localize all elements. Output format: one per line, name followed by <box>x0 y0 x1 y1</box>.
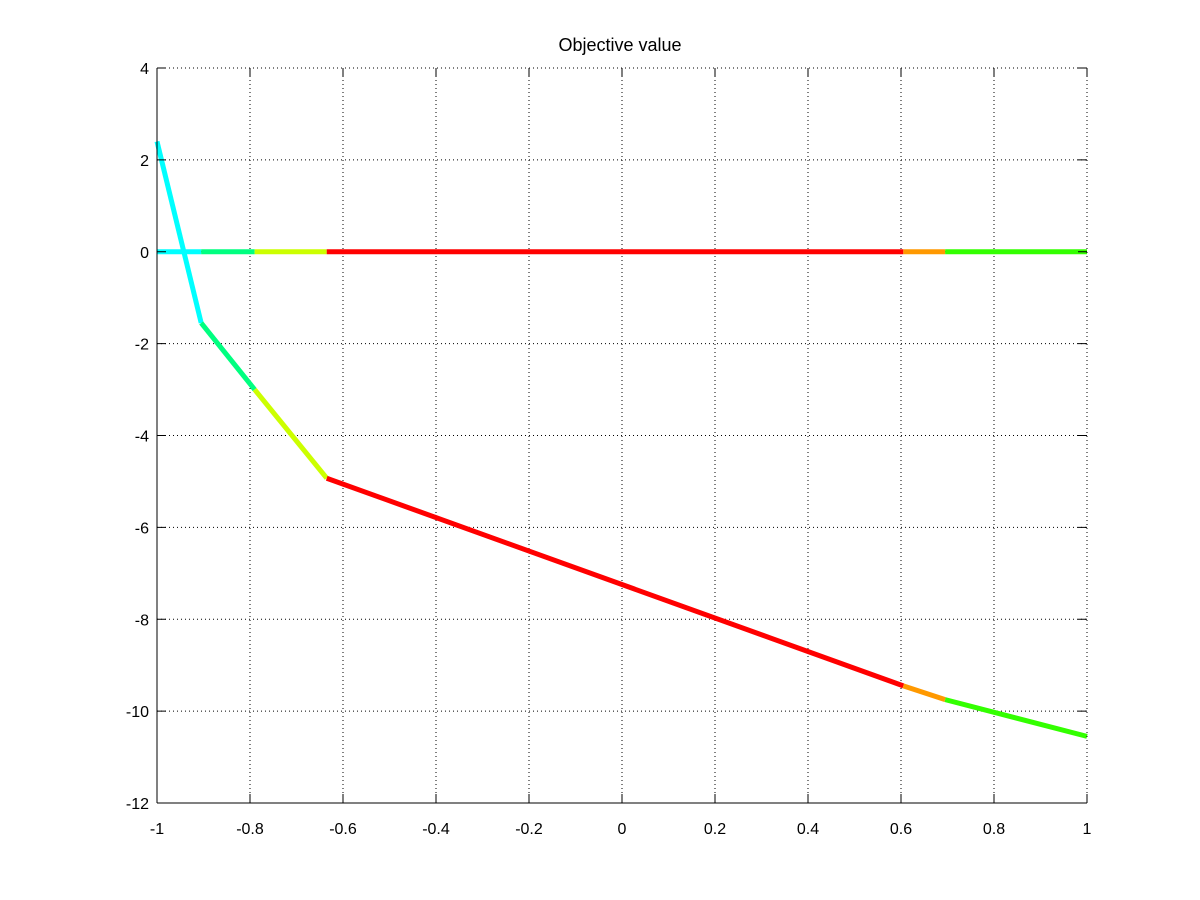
data-series <box>154 140 1088 739</box>
y-tick-label: -12 <box>126 796 149 813</box>
grid-lines <box>157 68 1087 803</box>
axis-ticks <box>156 67 1088 804</box>
series-2-segment-5 <box>902 683 946 703</box>
tick-labels: -1 -0.8 -0.6 -0.4 -0.2 0 0.2 0.4 0.6 0.8 1 -12 -10 -8… <box>126 61 1092 838</box>
series-2-segment-2 <box>199 321 257 392</box>
x-tick-label: -0.6 <box>329 821 357 838</box>
y-tick-label: 0 <box>140 245 149 262</box>
x-tick-label: 0 <box>618 821 627 838</box>
y-tick-label: -8 <box>135 612 149 629</box>
y-tick-label: -6 <box>135 520 149 537</box>
x-tick-label: -0.4 <box>422 821 450 838</box>
y-tick-label: 2 <box>140 153 149 170</box>
y-tick-label: -10 <box>126 704 149 721</box>
x-tick-label: -1 <box>150 821 164 838</box>
y-tick-label: -4 <box>135 429 149 446</box>
y-tick-label: -2 <box>135 337 149 354</box>
x-tick-label: 0.6 <box>890 821 912 838</box>
y-tick-label: 4 <box>140 61 149 78</box>
x-tick-label: 0.8 <box>983 821 1005 838</box>
x-tick-label: 0.4 <box>797 821 819 838</box>
x-tick-label: -0.2 <box>515 821 543 838</box>
x-tick-label: 1 <box>1083 821 1092 838</box>
x-tick-label: 0.2 <box>704 821 726 838</box>
x-tick-label: -0.8 <box>236 821 264 838</box>
series-2-segment-1 <box>154 140 204 324</box>
chart-title: Objective value <box>558 35 681 55</box>
series-2-segment-3 <box>252 387 329 480</box>
series-2-segment-6 <box>944 697 1088 739</box>
series-2-segment-4 <box>325 475 905 689</box>
